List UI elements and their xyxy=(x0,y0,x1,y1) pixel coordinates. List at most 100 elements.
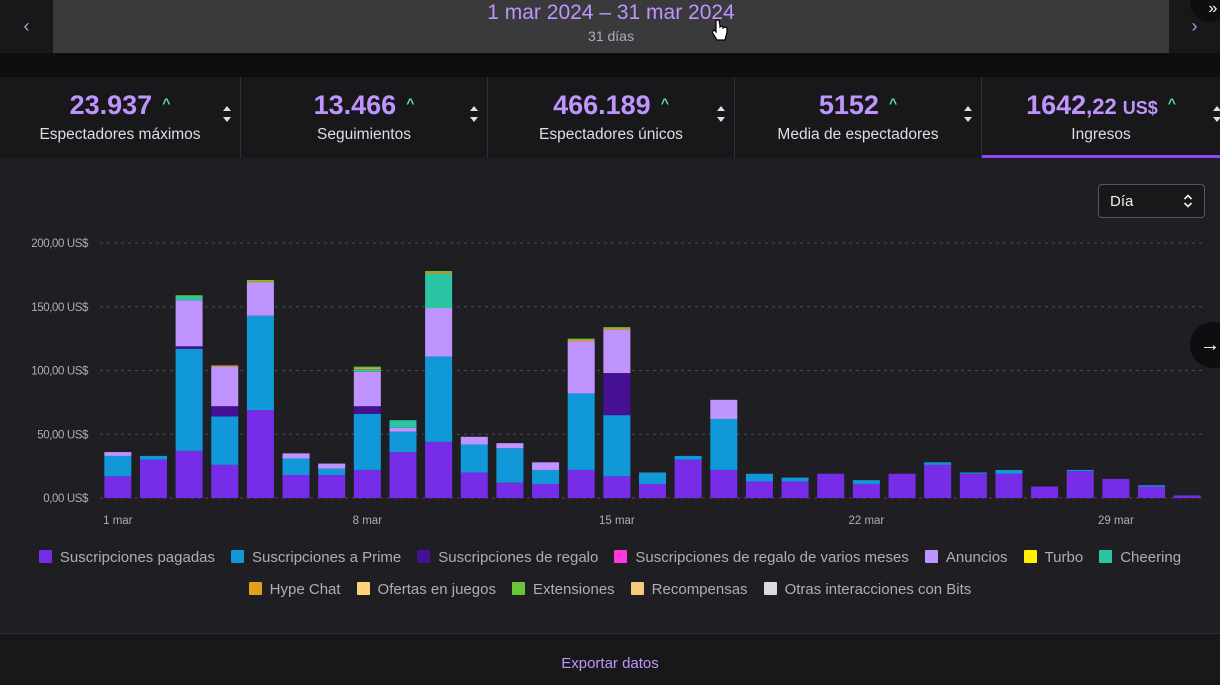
select-value: Día xyxy=(1110,193,1134,210)
legend-swatch xyxy=(38,550,52,563)
legend-label: Suscripciones pagadas xyxy=(59,549,216,566)
stat-tile-follows[interactable]: 13.466 ^ Seguimientos xyxy=(241,77,488,158)
legend-swatch xyxy=(924,550,938,563)
trend-up-icon: ^ xyxy=(1167,95,1176,111)
next-chart-button[interactable]: → xyxy=(1190,322,1220,368)
stat-value-wrap: 23.937 ^ xyxy=(0,90,240,121)
legend-swatch xyxy=(231,550,245,563)
stat-value: 1642 xyxy=(1026,90,1087,120)
stat-label: Seguimientos xyxy=(317,126,411,143)
legend-swatch xyxy=(1023,550,1037,563)
legend-item[interactable]: Suscripciones pagadas xyxy=(38,549,216,566)
legend-item[interactable]: Suscripciones a Prime xyxy=(231,549,401,566)
sort-icon[interactable] xyxy=(222,105,232,123)
bar-segment xyxy=(282,458,310,476)
bar-segment xyxy=(175,450,203,498)
trend-up-icon: ^ xyxy=(888,95,898,111)
bar-segment xyxy=(211,365,239,367)
stat-tile-unique-viewers[interactable]: 466.189 ^ Espectadores únicos xyxy=(488,77,735,158)
trend-up-icon: ^ xyxy=(162,95,171,111)
y-tick-label: 150,00 US$ xyxy=(31,302,89,314)
date-range-days: 31 días xyxy=(588,28,634,44)
legend-label: Hype Chat xyxy=(269,581,341,598)
next-period-button[interactable]: › xyxy=(1169,0,1220,53)
stat-tile-max-viewers[interactable]: 23.937 ^ Espectadores máximos xyxy=(0,77,241,158)
legend-item[interactable]: Ofertas en juegos xyxy=(356,581,496,598)
stat-value-wrap: 466.189 ^ xyxy=(488,90,734,121)
stat-value: 23.937 xyxy=(69,90,153,120)
period-granularity-select[interactable]: Día xyxy=(1098,184,1205,218)
previous-period-button[interactable]: ‹ xyxy=(0,0,53,53)
legend-item[interactable]: Suscripciones de regalo xyxy=(417,549,598,566)
bar-segment xyxy=(425,271,453,273)
bar-segment xyxy=(353,366,381,368)
legend-swatch xyxy=(630,582,644,595)
legend-item[interactable]: Extensiones xyxy=(511,581,615,598)
legend-item[interactable]: Cheering xyxy=(1099,549,1181,566)
bar-segment xyxy=(639,472,666,484)
bar-segment xyxy=(425,308,453,357)
bar-segment xyxy=(1138,485,1166,487)
bar-segment xyxy=(104,455,132,477)
date-range-picker[interactable]: 1 mar 2024 – 31 mar 2024 31 días xyxy=(53,0,1169,53)
sort-icon[interactable] xyxy=(963,105,973,123)
legend-item[interactable]: Anuncios xyxy=(924,549,1008,566)
x-tick-label: 22 mar xyxy=(848,515,884,527)
stat-tile-revenue[interactable]: 1642,22 US$ ^ Ingresos xyxy=(982,77,1220,158)
bar-segment xyxy=(567,393,595,470)
bar-segment xyxy=(246,282,274,316)
bar-segment xyxy=(353,413,381,470)
bar-segment xyxy=(496,443,524,449)
bar-segment xyxy=(532,469,560,484)
sort-icon[interactable] xyxy=(469,105,479,123)
bar-segment xyxy=(745,481,773,498)
stat-label: Espectadores máximos xyxy=(39,126,201,143)
legend-label: Suscripciones de regalo xyxy=(438,549,599,566)
bar-segment xyxy=(318,463,346,469)
legend-item[interactable]: Otras interacciones con Bits xyxy=(763,581,971,598)
bar-segment xyxy=(710,469,738,498)
bar-segment xyxy=(781,481,809,498)
sort-icon[interactable] xyxy=(1212,105,1220,123)
export-data-link[interactable]: Exportar datos xyxy=(561,655,659,672)
bar-segment xyxy=(674,459,702,498)
trend-up-icon: ^ xyxy=(406,95,415,111)
bar-segment xyxy=(104,452,132,456)
pointer-cursor-icon xyxy=(711,19,728,41)
stat-label: Media de espectadores xyxy=(777,126,939,143)
bar-segment xyxy=(425,356,453,442)
legend-item[interactable]: Recompensas xyxy=(630,581,748,598)
bar-segment xyxy=(567,338,595,340)
legend-label: Suscripciones de regalo de varios meses xyxy=(635,549,909,566)
bar-segment xyxy=(318,468,346,476)
chevron-right-icon: › xyxy=(1191,16,1198,36)
bar-segment xyxy=(246,281,274,283)
stat-decimals: ,22 xyxy=(1086,94,1117,119)
bar-segment xyxy=(995,473,1023,498)
legend-item[interactable]: Turbo xyxy=(1023,549,1083,566)
bar-segment xyxy=(995,469,1023,474)
stat-value-wrap: 5152 ^ xyxy=(735,90,981,121)
date-navigation: ‹ 1 mar 2024 – 31 mar 2024 31 días › xyxy=(0,0,1220,53)
legend-swatch xyxy=(356,582,370,595)
bar-segment xyxy=(781,477,809,482)
stat-tile-average-viewers[interactable]: 5152 ^ Media de espectadores xyxy=(735,77,982,158)
legend-label: Ofertas en juegos xyxy=(377,581,496,598)
bar-segment xyxy=(139,455,167,460)
bar-segment xyxy=(353,469,381,498)
bar-segment xyxy=(353,367,381,370)
bar-segment xyxy=(104,476,132,498)
legend-swatch xyxy=(763,582,777,595)
sort-icon[interactable] xyxy=(716,105,726,123)
bar-segment xyxy=(567,341,595,394)
bar-segment xyxy=(603,373,631,416)
x-tick-label: 1 mar xyxy=(103,515,133,527)
bar-segment xyxy=(353,369,381,372)
collapse-panel-button[interactable]: » xyxy=(1190,0,1220,22)
bar-segment xyxy=(211,406,239,417)
legend-item[interactable]: Hype Chat xyxy=(248,581,341,598)
stat-value-wrap: 1642,22 US$ ^ xyxy=(982,90,1220,121)
bar-segment xyxy=(496,482,524,498)
legend-item[interactable]: Suscripciones de regalo de varios meses xyxy=(614,549,909,566)
y-tick-label: 200,00 US$ xyxy=(31,238,89,250)
